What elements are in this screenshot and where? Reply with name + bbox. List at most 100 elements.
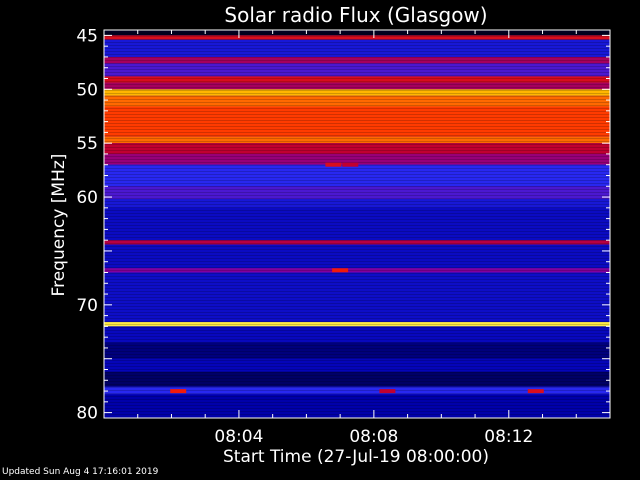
burst-mark-2 (332, 268, 349, 273)
texture-stripe (104, 78, 610, 79)
texture-stripe (104, 57, 610, 58)
texture-stripe (104, 123, 610, 124)
texture-stripe (104, 303, 610, 304)
y-tick-label: 45 (76, 26, 98, 46)
frequency-band-4 (104, 63, 610, 77)
texture-stripe (104, 114, 610, 115)
texture-stripe (104, 393, 610, 394)
texture-stripe (104, 183, 610, 184)
frequency-band-0 (104, 30, 610, 36)
frequency-band-26 (104, 386, 610, 395)
texture-stripe (104, 195, 610, 196)
y-tick-label: 50 (76, 80, 98, 100)
texture-stripe (104, 192, 610, 193)
texture-stripe (104, 279, 610, 280)
texture-stripe (104, 210, 610, 211)
texture-stripe (104, 360, 610, 361)
texture-stripe (104, 339, 610, 340)
texture-stripe (104, 306, 610, 307)
frequency-band-7 (104, 89, 610, 96)
frequency-band-3 (104, 56, 610, 64)
texture-stripe (104, 75, 610, 76)
texture-stripe (104, 222, 610, 223)
texture-stripe (104, 261, 610, 262)
texture-stripe (104, 396, 610, 397)
texture-stripe (104, 327, 610, 328)
texture-stripe (104, 255, 610, 256)
burst-mark-5 (527, 389, 544, 394)
chart-title: Solar radio Flux (Glasgow) (224, 3, 487, 27)
texture-stripe (104, 177, 610, 178)
texture-stripe (104, 354, 610, 355)
texture-stripe (104, 33, 610, 34)
frequency-band-16 (104, 207, 610, 241)
texture-stripe (104, 288, 610, 289)
texture-stripe (104, 405, 610, 406)
texture-stripe (104, 87, 610, 88)
texture-stripe (104, 357, 610, 358)
frequency-band-1 (104, 35, 610, 40)
texture-stripe (104, 387, 610, 388)
texture-stripe (104, 132, 610, 133)
texture-stripe (104, 51, 610, 52)
burst-mark-3 (170, 389, 187, 394)
texture-stripe (104, 276, 610, 277)
frequency-band-15 (104, 199, 610, 208)
texture-stripe (104, 120, 610, 121)
texture-stripe (104, 237, 610, 238)
frequency-band-2 (104, 39, 610, 57)
texture-stripe (104, 249, 610, 250)
frequency-band-22 (104, 326, 610, 343)
texture-stripe (104, 336, 610, 337)
frequency-band-23 (104, 342, 610, 359)
texture-stripe (104, 324, 610, 325)
frequency-band-19 (104, 268, 610, 273)
frequency-band-12 (104, 153, 610, 165)
frequency-band-5 (104, 76, 610, 83)
texture-stripe (104, 72, 610, 73)
texture-stripe (104, 141, 610, 142)
texture-stripe (104, 228, 610, 229)
burst-mark-1 (342, 162, 359, 167)
plot-frame (103, 29, 611, 419)
texture-stripe (104, 63, 610, 64)
texture-stripe (104, 102, 610, 103)
frequency-band-14 (104, 186, 610, 200)
texture-stripe (104, 300, 610, 301)
texture-stripe (104, 69, 610, 70)
texture-stripe (104, 375, 610, 376)
texture-stripe (104, 84, 610, 85)
texture-stripe (104, 399, 610, 400)
texture-stripe (104, 363, 610, 364)
texture-stripe (104, 414, 610, 415)
texture-stripe (104, 315, 610, 316)
texture-stripe (104, 117, 610, 118)
texture-stripe (104, 402, 610, 403)
texture-stripe (104, 294, 610, 295)
texture-stripe (104, 243, 610, 244)
texture-stripe (104, 321, 610, 322)
burst-mark-4 (379, 389, 396, 394)
texture-stripe (104, 138, 610, 139)
texture-stripe (104, 180, 610, 181)
texture-stripe (104, 219, 610, 220)
y-tick-label: 60 (76, 188, 98, 208)
y-tick-label: 55 (76, 134, 98, 154)
frequency-band-6 (104, 82, 610, 90)
frequency-band-25 (104, 371, 610, 387)
texture-stripe (104, 159, 610, 160)
texture-stripe (104, 36, 610, 37)
texture-stripe (104, 333, 610, 334)
texture-stripe (104, 42, 610, 43)
texture-stripe (104, 93, 610, 94)
texture-stripe (104, 246, 610, 247)
texture-stripe (104, 129, 610, 130)
texture-stripe (104, 213, 610, 214)
texture-stripe (104, 240, 610, 241)
texture-stripe (104, 216, 610, 217)
texture-stripe (104, 291, 610, 292)
texture-stripe (104, 348, 610, 349)
texture-stripe (104, 345, 610, 346)
texture-stripe (104, 108, 610, 109)
